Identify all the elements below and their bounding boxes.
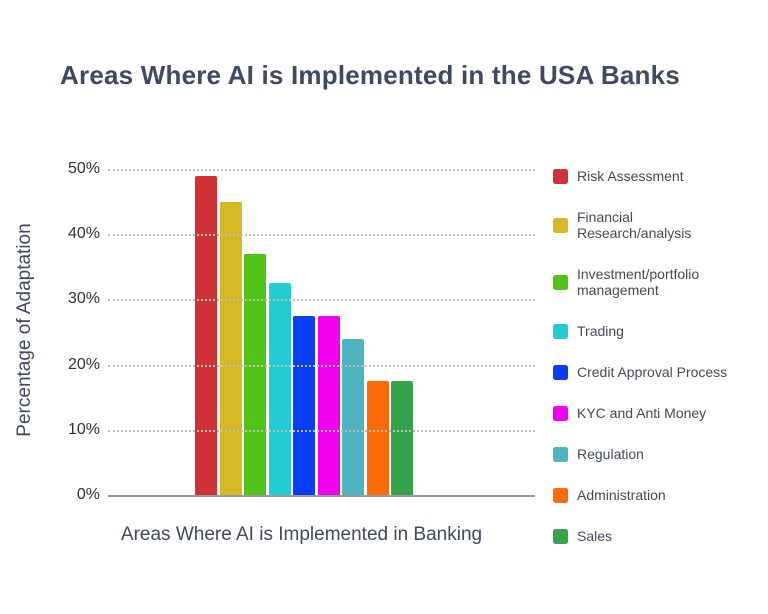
legend-swatch-credit-approval-process (553, 364, 568, 380)
y-tick-10pct: 10% (67, 420, 100, 438)
gridline-50 (108, 169, 535, 171)
legend-item-investment-portfolio-management: Investment/portfolio management (553, 266, 758, 298)
y-tick-30pct: 30% (67, 290, 100, 308)
chart-title: Areas Where AI is Implemented in the USA… (60, 60, 680, 90)
legend-swatch-kyc-and-anti-money (553, 405, 568, 421)
bars-group (195, 169, 413, 495)
y-axis-title-text: Percentage of Adaptation (14, 223, 35, 437)
legend-swatch-financial-research-analysis (553, 217, 568, 233)
legend-label-kyc-and-anti-money: KYC and Anti Money (577, 405, 707, 421)
y-tick-20pct: 20% (67, 355, 100, 373)
bar-investment-portfolio-management (244, 253, 266, 495)
x-axis-title: Areas Where AI is Implemented in Banking (120, 524, 483, 545)
bar-sales (391, 380, 413, 495)
y-tick-50pct: 50% (67, 160, 100, 177)
bar-administration (366, 380, 389, 495)
legend-item-credit-approval-process: Credit Approval Process (553, 364, 758, 380)
legend-swatch-risk-assessment (553, 168, 568, 184)
bar-credit-approval-process (293, 315, 315, 495)
legend-label-administration: Administration (577, 487, 666, 503)
legend-label-risk-assessment: Risk Assessment (577, 168, 684, 184)
legend-label-credit-approval-process: Credit Approval Process (577, 364, 728, 380)
legend-label-sales: Sales (577, 528, 613, 544)
legend-label-investment-portfolio-management: Investment/portfolio management (577, 266, 700, 298)
bar-regulation (342, 338, 364, 495)
legend: Risk Assessment Financial Research/analys… (553, 168, 758, 544)
bar-financial-research-analysis (219, 201, 242, 495)
legend-item-trading: Trading (553, 323, 758, 339)
legend-swatch-administration (553, 487, 568, 503)
y-tick-0pct: 0% (76, 486, 100, 503)
legend-item-financial-research-analysis: Financial Research/analysis (553, 209, 758, 241)
plot-area (108, 169, 535, 497)
bar-trading (268, 283, 291, 495)
legend-swatch-trading (553, 323, 568, 339)
legend-item-regulation: Regulation (553, 446, 758, 462)
gridline-10 (108, 429, 535, 432)
gridline-40 (108, 234, 535, 237)
legend-swatch-investment-portfolio-management (553, 274, 568, 290)
legend-item-kyc-and-anti-money: KYC and Anti Money (553, 405, 758, 421)
legend-item-administration: Administration (553, 487, 758, 503)
bar-risk-assessment (195, 175, 217, 495)
gridline-20 (108, 364, 535, 367)
legend-label-financial-research-analysis: Financial Research/analysis (577, 209, 692, 241)
gridline-30 (108, 299, 535, 302)
legend-label-trading: Trading (577, 323, 624, 339)
bar-kyc-and-anti-money (317, 315, 340, 495)
legend-item-risk-assessment: Risk Assessment (553, 168, 758, 184)
legend-label-regulation: Regulation (577, 446, 644, 462)
y-tick-40pct: 40% (67, 225, 100, 243)
legend-swatch-sales (553, 528, 568, 544)
x-axis-line (108, 495, 535, 497)
legend-swatch-regulation (553, 446, 568, 462)
legend-item-sales: Sales (553, 528, 758, 544)
